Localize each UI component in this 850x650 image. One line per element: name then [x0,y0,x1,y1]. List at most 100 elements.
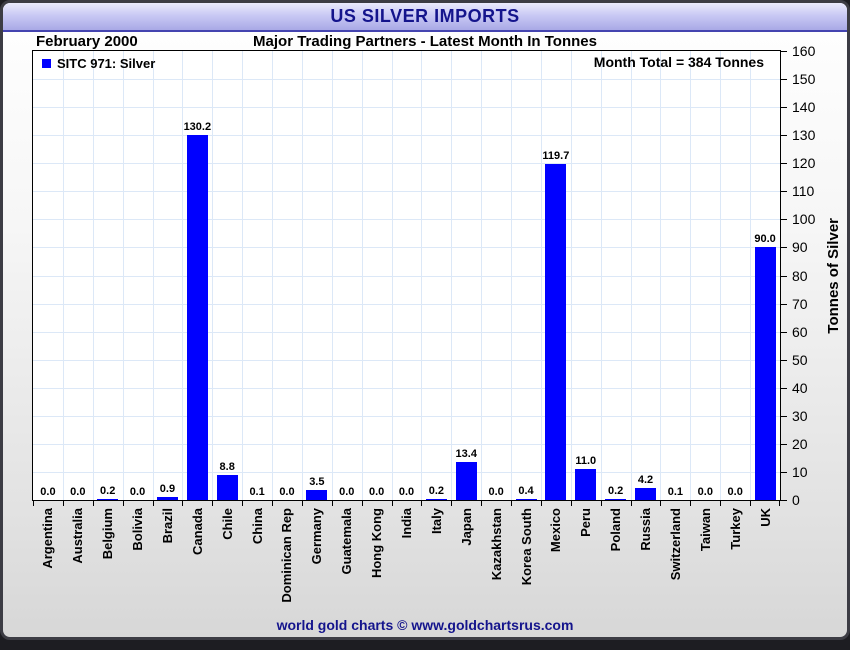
x-tick-mark [511,501,513,506]
v-gridline [451,51,453,500]
h-gridline [33,443,780,445]
x-tick-label: Brazil [153,508,183,626]
bar-value-label: 0.0 [398,486,415,498]
y-tick-label: 40 [792,379,808,396]
v-gridline [391,51,393,500]
bar-value-label: 0.1 [667,485,684,498]
v-gridline [511,51,513,500]
x-tick-label: Canada [182,508,212,626]
period-label: February 2000 [36,33,138,50]
x-tick-label: Dominican Rep [272,508,302,626]
x-tick-label-text: Switzerland [667,508,683,581]
v-gridline [481,51,483,500]
v-gridline [540,51,542,500]
h-gridline [33,415,780,417]
bar-value-label: 0.9 [159,483,176,496]
x-tick-label-text: Bolivia [130,508,146,551]
x-tick-label-text: Belgium [100,508,116,560]
x-tick-label: Switzerland [660,508,690,626]
v-gridline [630,51,632,500]
x-tick-label-text: Canada [189,508,205,555]
plot-area: 0.0 0.0 0.2 0.0 0.9 130.2 8.8 0.1 0.0 3.5 0.0 0.0 0.… [32,50,781,501]
h-gridline [33,275,780,277]
y-tick-label: 90 [792,239,808,256]
h-gridline [33,387,780,389]
bar-value-label: 8.8 [219,461,235,474]
x-tick-mark [152,501,154,506]
bar [156,497,178,500]
x-tick-label-text: India [398,508,414,539]
x-tick-label-text: Brazil [159,508,175,544]
x-tick-label: Korea South [511,508,541,626]
x-tick-label-text: Hong Kong [369,508,385,579]
bar-value-label: 0.0 [488,486,504,498]
y-tick-mark [781,135,787,137]
x-tick-mark [122,501,124,506]
legend-swatch-icon [42,59,51,68]
x-tick-label: Italy [421,508,451,626]
y-axis: 0 10 20 30 40 50 60 70 80 90 100 110 120 130 140 150 160 [781,43,847,508]
x-tick-label-text: Russia [638,508,654,551]
x-tick-mark [33,501,34,506]
x-tick-label-text: Poland [608,508,624,552]
y-tick-mark [781,247,787,249]
v-gridline [152,51,154,500]
x-tick-label-text: Mexico [548,508,564,553]
v-gridline [570,51,572,500]
y-tick-mark [781,387,787,389]
y-tick-mark [781,331,787,333]
y-tick-mark [781,415,787,417]
x-tick-label-text: Guatemala [339,508,355,575]
x-tick-mark [62,501,64,506]
footer-credit: world gold charts © www.goldchartsrus.co… [276,617,574,633]
h-gridline [33,107,780,109]
bar-value-label: 0.2 [100,485,116,498]
v-gridline [301,51,303,500]
x-tick-mark [391,501,393,506]
x-tick-label-text: Japan [458,508,474,546]
y-tick-mark [781,275,787,277]
bar [455,462,477,500]
bar-value-label: 0.1 [249,485,265,498]
bar [545,164,567,500]
x-tick-mark [630,501,632,506]
subheader: February 2000 Major Trading Partners - L… [3,32,847,51]
y-tick-label: 60 [792,323,808,340]
x-tick-mark [779,501,780,506]
bar [515,499,537,500]
bar-value-label: 119.7 [542,150,570,163]
v-gridline [182,51,184,500]
bar-value-label: 0.0 [279,486,295,498]
bar-value-label: 11.0 [575,455,597,468]
bar-value-label: 0.4 [518,484,534,497]
x-tick-mark [301,501,303,506]
y-tick-label: 120 [792,155,816,172]
v-gridline [212,51,214,500]
bar-value-label: 0.0 [368,486,385,498]
y-axis-title: Tonnes of Silver [821,50,845,501]
x-tick-label: Australia [63,508,93,626]
bar-value-label: 90.0 [754,233,776,246]
y-tick-label: 80 [792,267,808,284]
h-gridline [33,163,780,165]
chart-subtitle: Major Trading Partners - Latest Month In… [253,33,597,50]
x-tick-mark [212,501,214,506]
bar-value-label: 0.0 [727,486,743,498]
x-tick-label: Kazakhstan [481,508,511,626]
v-gridline [690,51,692,500]
x-tick-label: Hong Kong [362,508,392,626]
x-tick-mark [242,501,244,506]
x-tick-label: Taiwan [690,508,720,626]
x-tick-mark [750,501,752,506]
v-gridline [331,51,333,500]
bar [605,499,627,500]
x-tick-mark [720,501,722,506]
v-gridline [750,51,752,500]
y-tick-label: 0 [792,492,800,508]
x-tick-label: Belgium [93,508,123,626]
x-tick-mark [540,501,542,506]
bar-value-label: 4.2 [637,474,654,487]
x-tick-label-text: Argentina [40,508,56,569]
h-gridline [33,359,780,361]
bar [186,135,208,500]
